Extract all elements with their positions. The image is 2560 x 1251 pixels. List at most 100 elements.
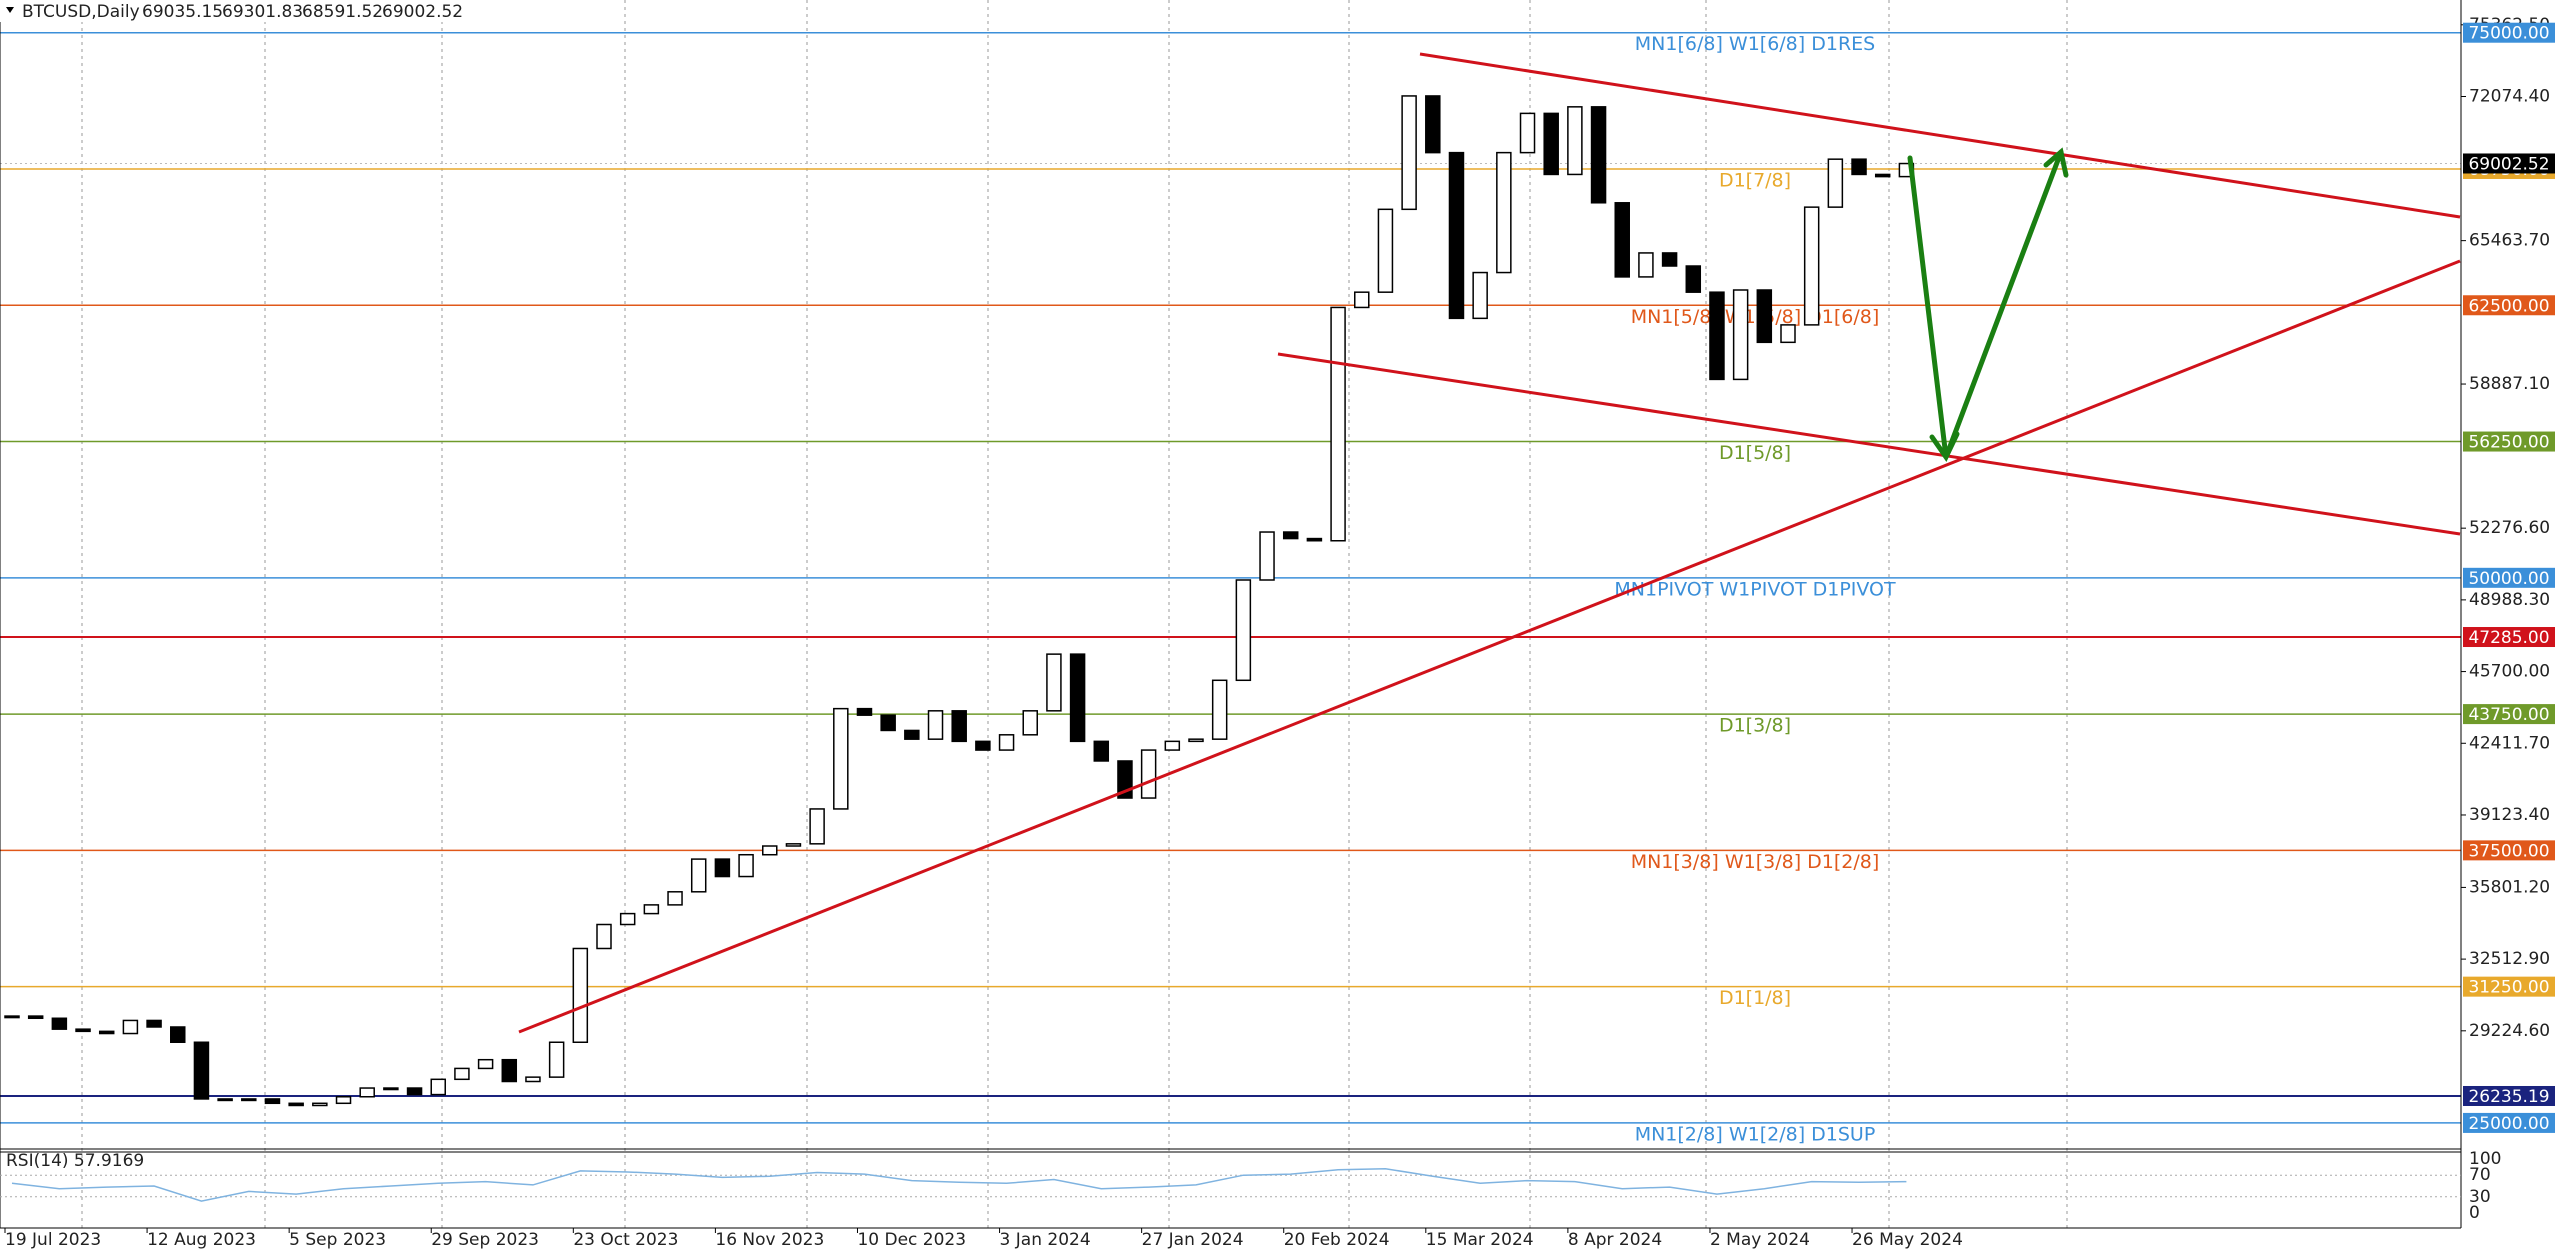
menu-triangle [6,7,14,13]
candle-body [1638,252,1654,278]
ohlc-value: 68591.52 [302,2,383,22]
x-tick-label: 29 Sep 2023 [431,1230,539,1250]
candle-body [1661,252,1678,267]
candle-body [1046,653,1062,712]
candle-body [1093,740,1110,762]
candle-body [572,947,589,1043]
candle-body [1756,289,1773,344]
rsi-tick-label: 100 [2469,1149,2501,1169]
candle-body [856,707,873,716]
x-tick-label: 26 May 2024 [1852,1230,1963,1250]
candle-body [1519,112,1536,154]
candle-body [1377,208,1394,293]
candle-body [1282,531,1299,540]
price-box-label: 75000.00 [2468,24,2549,44]
y-tick-label: 58887.10 [2469,374,2550,394]
candle-body [1472,271,1488,320]
y-tick-label: 48988.30 [2469,590,2550,610]
candle-body [1827,158,1844,208]
candle-body [193,1041,210,1100]
x-tick-label: 15 Mar 2024 [1426,1230,1534,1250]
x-tick-label: 27 Jan 2024 [1142,1230,1244,1250]
level-label: MN1[2/8] W1[2/8] D1SUP [1635,1123,1876,1145]
y-tick-label: 39123.40 [2469,805,2550,825]
candle-body [927,710,944,740]
rsi-tick-label: 70 [2469,1165,2491,1185]
candle-body [690,858,707,893]
rsi-tick-label: 0 [2469,1203,2480,1223]
price-box [2463,1085,2555,1106]
price-box-label: 56250.00 [2468,433,2549,453]
candle-body [785,843,802,847]
price-box [2463,431,2555,452]
candle-body [1780,324,1796,344]
price-box-label: 37500.00 [2468,841,2549,861]
level-label: MN1[5/8] W1[5/8] D1[6/8] [1631,306,1880,328]
y-tick-label: 45700.00 [2469,662,2550,682]
candle-body [619,912,636,926]
y-tick-label: 42411.70 [2469,733,2550,753]
ohlc-value: 69035.15 [142,2,223,22]
candle-body [264,1098,281,1105]
candle-body [738,853,754,878]
ohlc-value: 69301.83 [222,2,303,22]
price-box [2463,567,2555,588]
forecast-arrows [1907,147,2069,462]
candle-body [1211,679,1228,740]
candle-body [1140,749,1157,799]
y-tick-label: 72074.40 [2469,86,2550,106]
x-tick-label: 23 Oct 2023 [573,1230,678,1250]
candle-body [525,1076,541,1083]
trend-lines [518,52,2461,1034]
level-label: MN1[3/8] W1[3/8] D1[2/8] [1631,851,1880,873]
candle-body [643,904,660,915]
candle-body [1732,289,1749,381]
candle-body [1685,265,1702,293]
candle-body [1590,106,1607,204]
candle-body [406,1087,423,1096]
candle-body [170,1026,186,1043]
y-tick-label: 52276.60 [2469,518,2550,538]
level-label: MN1[6/8] W1[6/8] D1RES [1635,33,1875,55]
vertical-grid [81,0,2068,1228]
level-label: D1[1/8] [1719,987,1791,1009]
price-box-label: 50000.00 [2468,569,2549,589]
candle-body [1874,173,1891,178]
candle-body [1188,738,1204,743]
current-price-label: 69002.52 [2468,154,2549,174]
candle-body [383,1087,399,1091]
rsi-title: RSI(14) 57.9169 [6,1151,144,1171]
symbol-title: BTCUSD,Daily [22,2,140,22]
candle-body [1330,306,1346,542]
level-label: D1[7/8] [1719,169,1791,191]
candle-body [501,1058,518,1083]
y-tick-label: 65463.70 [2469,231,2550,251]
price-box [2463,976,2555,997]
candle-body [714,858,731,878]
candle-body [1354,291,1370,309]
x-tick-label: 8 Apr 2024 [1568,1230,1662,1250]
candle-body [51,1017,68,1030]
candle-body [1022,710,1038,736]
price-box [2463,704,2555,725]
price-box [2463,22,2555,43]
levels: MN1[6/8] W1[6/8] D1RES D1[7/8] MN1[5/8] W1… [0,31,2461,1145]
candle-body [4,1015,20,1019]
candle-body [1401,95,1417,211]
candle-body [904,729,920,740]
x-tick-label: 5 Sep 2023 [289,1230,386,1250]
candle-body [98,1030,115,1035]
candle-body [122,1019,139,1035]
price-box [2463,627,2555,648]
candle-body [1709,291,1725,381]
rsi-line [11,1167,1907,1202]
candle-body [1614,202,1630,278]
candle-body [762,845,778,856]
candles [4,95,1915,1107]
candle-body [335,1096,352,1105]
candle-body [1543,112,1559,176]
candle-body [1496,151,1512,274]
candle-body [596,923,612,950]
candle-body [146,1019,162,1028]
